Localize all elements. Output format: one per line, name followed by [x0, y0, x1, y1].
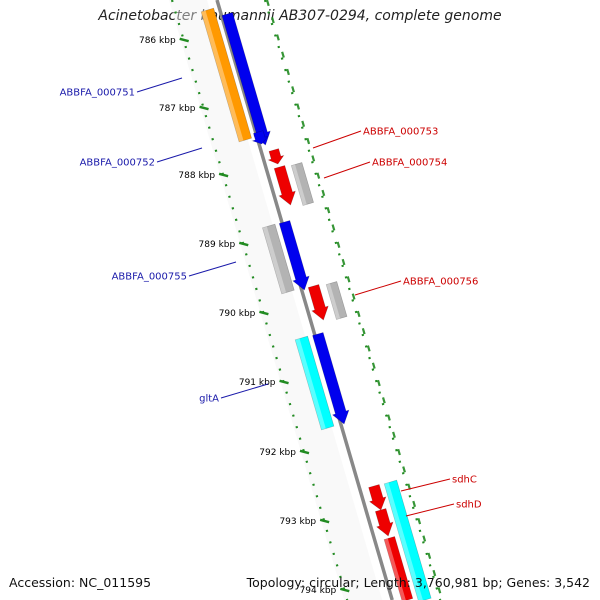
gene-label-sdhd: sdhD: [456, 500, 482, 511]
gene-abbfa-000754-gray: [290, 162, 314, 206]
gene-label-abbfa_000751: ABBFA_000751: [60, 88, 135, 99]
cds-abbfa-000755: [278, 220, 310, 291]
leader-line-abbfa_000753: [312, 130, 362, 149]
gc-dots-inner: [170, 0, 349, 600]
tick-label-7: 793 kbp: [279, 517, 316, 527]
gene-label-abbfa_000756: ABBFA_000756: [403, 277, 478, 288]
tick-mark: [299, 449, 310, 455]
tick-mark: [218, 172, 229, 178]
tick-label-4: 790 kbp: [219, 309, 256, 319]
leader-line-abbfa_000756: [354, 280, 402, 296]
accession-label: Accession: NC_011595: [9, 575, 152, 590]
tick-mark: [259, 310, 269, 316]
reverse-track: [169, 0, 383, 600]
tick-mark: [319, 518, 330, 524]
tick-label-1: 787 kbp: [159, 104, 196, 114]
leader-line-glta: [220, 383, 269, 399]
tick-mark: [279, 379, 289, 385]
tick-mark: [339, 587, 350, 593]
leader-line-abbfa_000752: [156, 147, 203, 163]
cds-abbfa-000752: [251, 130, 269, 145]
gene-label-abbfa_000754: ABBFA_000754: [372, 158, 447, 169]
cds-sdhC: [368, 484, 387, 511]
genome-stats-label: Topology: circular; Length: 3,760,981 bp…: [246, 575, 590, 590]
tick-label-3: 789 kbp: [199, 240, 236, 250]
leader-line-sdhd: [405, 503, 455, 517]
tick-mark: [199, 105, 209, 111]
cds-abbfa-000754: [273, 165, 296, 206]
gene-label-abbfa_000753: ABBFA_000753: [363, 127, 438, 138]
gene-abbfa-000756-gray: [325, 281, 348, 320]
cds-abbfa-000756: [307, 284, 329, 321]
tick-mark: [179, 37, 190, 43]
cds-gltA: [312, 332, 350, 425]
cds-sdh-next: [383, 536, 414, 600]
leader-line-abbfa_000755: [188, 261, 237, 277]
tick-mark: [238, 241, 249, 247]
gene-label-abbfa_000752: ABBFA_000752: [80, 158, 155, 169]
gene-abbfa-000755-gray: [262, 223, 295, 295]
gene-gltA-cyan: [294, 335, 335, 431]
leader-line-abbfa_000754: [323, 161, 371, 179]
tick-label-0: 786 kbp: [139, 36, 176, 46]
tick-label-6: 792 kbp: [259, 448, 296, 458]
cds-abbfa-000753: [267, 148, 285, 165]
gene-label-abbfa_000755: ABBFA_000755: [112, 272, 187, 283]
gene-sdh-cyan: [383, 479, 432, 600]
map-title: Acinetobacter baumannii AB307-0294, comp…: [98, 8, 502, 24]
gene-orange-block: [200, 7, 252, 143]
gc-dots-outer: [263, 0, 442, 600]
leader-line-sdhc: [400, 478, 451, 492]
tick-label-8: 794 kbp: [300, 586, 337, 596]
leader-line-abbfa_000751: [136, 77, 183, 93]
gene-label-sdhc: sdhC: [452, 475, 477, 486]
tick-label-5: 791 kbp: [239, 378, 276, 388]
tick-label-2: 788 kbp: [178, 171, 215, 181]
backbone-line: [215, 0, 394, 600]
gene-label-glta: gltA: [199, 394, 219, 405]
cds-sdhD: [374, 508, 394, 537]
